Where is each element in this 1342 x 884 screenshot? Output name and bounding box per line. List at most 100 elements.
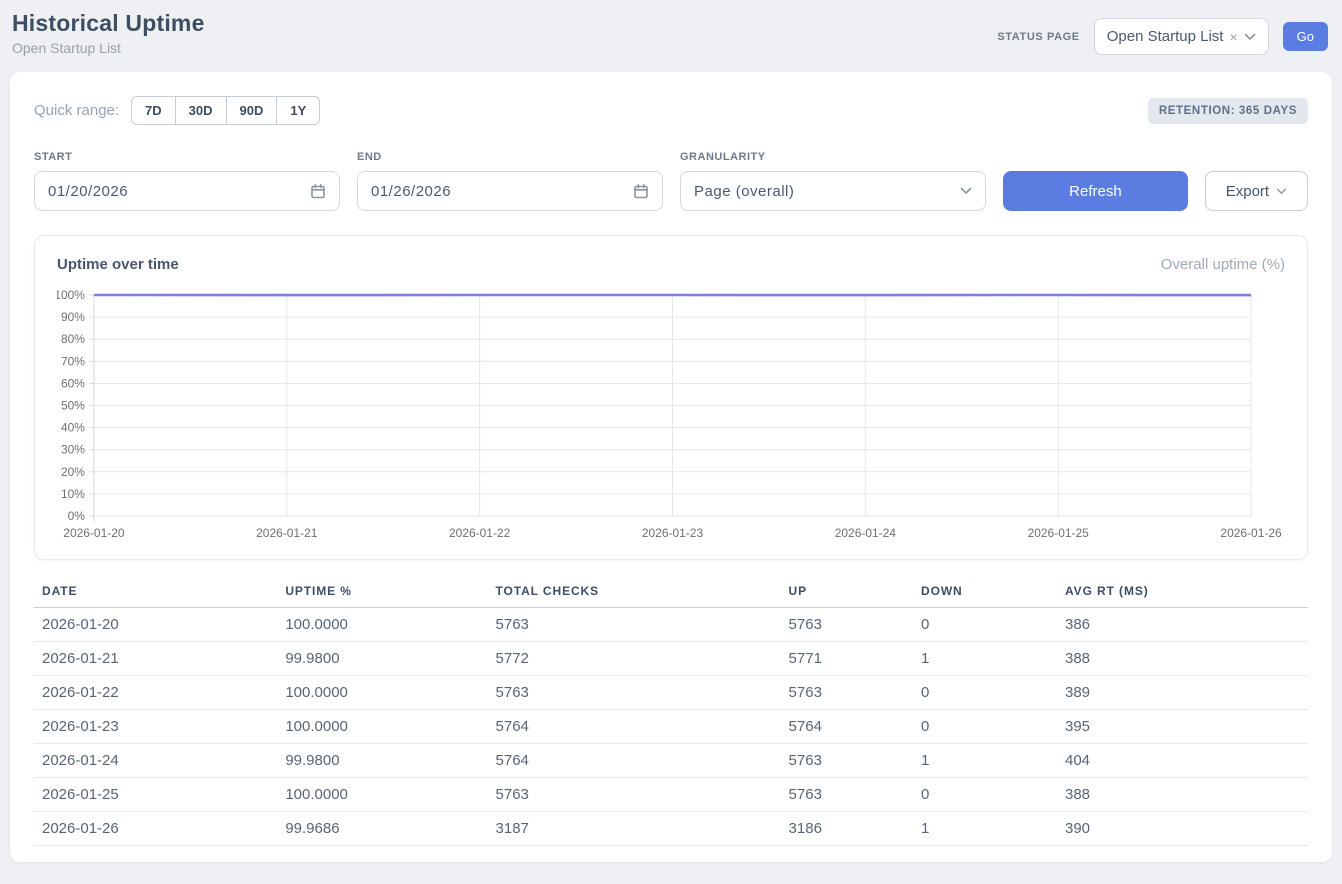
granularity-field: GRANULARITY Page (overall) [680, 151, 986, 211]
table-row: 2026-01-23100.0000576457640395 [34, 710, 1308, 744]
end-date-value: 01/26/2026 [371, 183, 451, 200]
table-row: 2026-01-20100.0000576357630386 [34, 608, 1308, 642]
calendar-icon[interactable] [310, 183, 326, 199]
table-cell: 1 [913, 744, 1057, 778]
granularity-selected-value: Page (overall) [694, 183, 794, 200]
y-tick-label: 40% [61, 421, 85, 435]
table-cell: 1 [913, 812, 1057, 846]
table-cell: 5772 [488, 642, 781, 676]
table-cell: 5764 [781, 710, 913, 744]
quick-range-label: Quick range: [34, 102, 119, 119]
y-tick-label: 30% [61, 443, 85, 457]
chevron-down-icon [1244, 33, 1256, 41]
column-header: TOTAL CHECKS [488, 574, 781, 608]
go-button[interactable]: Go [1283, 22, 1328, 51]
table-cell: 2026-01-26 [34, 812, 277, 846]
column-header: DOWN [913, 574, 1057, 608]
table-cell: 389 [1057, 676, 1308, 710]
table-cell: 2026-01-22 [34, 676, 277, 710]
table-cell: 99.9800 [277, 642, 487, 676]
y-tick-label: 0% [68, 509, 86, 523]
chart-title: Uptime over time [57, 256, 179, 273]
table-cell: 5764 [488, 710, 781, 744]
chart-legend: Overall uptime (%) [1161, 256, 1285, 273]
table-cell: 5771 [781, 642, 913, 676]
refresh-button[interactable]: Refresh [1003, 171, 1188, 211]
table-cell: 3187 [488, 812, 781, 846]
granularity-select[interactable]: Page (overall) [680, 171, 986, 211]
y-tick-label: 60% [61, 376, 85, 390]
table-cell: 3186 [781, 812, 913, 846]
table-cell: 2026-01-20 [34, 608, 277, 642]
quick-range-button-1y[interactable]: 1Y [276, 96, 320, 125]
filters-row: START 01/20/2026 END 01/26/2026 GRANULAR… [34, 151, 1308, 211]
end-label: END [357, 151, 663, 163]
uptime-table: DATEUPTIME %TOTAL CHECKSUPDOWNAVG RT (MS… [34, 574, 1308, 846]
calendar-icon[interactable] [633, 183, 649, 199]
x-tick-label: 2026-01-24 [835, 526, 897, 540]
table-cell: 2026-01-24 [34, 744, 277, 778]
quick-range-button-30d[interactable]: 30D [175, 96, 227, 125]
start-date-value: 01/20/2026 [48, 183, 128, 200]
table-cell: 100.0000 [277, 608, 487, 642]
export-button-label: Export [1226, 183, 1269, 200]
end-date-field: END 01/26/2026 [357, 151, 663, 211]
chart-header: Uptime over time Overall uptime (%) [57, 256, 1285, 273]
table-cell: 5763 [781, 744, 913, 778]
table-cell: 99.9686 [277, 812, 487, 846]
table-cell: 99.9800 [277, 744, 487, 778]
x-tick-label: 2026-01-23 [642, 526, 704, 540]
table-cell: 0 [913, 676, 1057, 710]
table-cell: 5763 [488, 676, 781, 710]
status-page-controls: STATUS PAGE Open Startup List × Go [997, 18, 1328, 55]
column-header: UP [781, 574, 913, 608]
status-page-selected-value: Open Startup List [1107, 28, 1224, 45]
start-date-input[interactable]: 01/20/2026 [34, 171, 340, 211]
end-date-input[interactable]: 01/26/2026 [357, 171, 663, 211]
table-cell: 404 [1057, 744, 1308, 778]
export-button[interactable]: Export [1205, 171, 1308, 211]
table-row: 2026-01-25100.0000576357630388 [34, 778, 1308, 812]
table-cell: 395 [1057, 710, 1308, 744]
column-header: DATE [34, 574, 277, 608]
y-tick-label: 80% [61, 332, 85, 346]
column-header: AVG RT (MS) [1057, 574, 1308, 608]
table-cell: 2026-01-25 [34, 778, 277, 812]
table-row: 2026-01-22100.0000576357630389 [34, 676, 1308, 710]
status-page-label: STATUS PAGE [997, 31, 1079, 43]
uptime-line-chart: 0%10%20%30%40%50%60%70%80%90%100%2026-01… [57, 287, 1285, 545]
chevron-down-icon [1276, 188, 1287, 195]
y-tick-label: 100% [57, 288, 85, 302]
uptime-chart-card: Uptime over time Overall uptime (%) 0% 10… [34, 235, 1308, 560]
table-cell: 5763 [781, 676, 913, 710]
main-panel: Quick range: 7D30D90D1Y RETENTION: 365 D… [10, 72, 1332, 862]
quick-range-button-7d[interactable]: 7D [131, 96, 176, 125]
table-cell: 1 [913, 642, 1057, 676]
table-cell: 5763 [781, 608, 913, 642]
y-tick-label: 50% [61, 398, 85, 412]
chevron-down-icon [960, 187, 972, 195]
table-cell: 100.0000 [277, 676, 487, 710]
clear-selection-icon[interactable]: × [1229, 30, 1237, 44]
table-row: 2026-01-2699.9686318731861390 [34, 812, 1308, 846]
table-cell: 0 [913, 608, 1057, 642]
table-cell: 388 [1057, 642, 1308, 676]
title-block: Historical Uptime Open Startup List [12, 10, 205, 56]
quick-range-button-90d[interactable]: 90D [226, 96, 278, 125]
table-row: 2026-01-2499.9800576457631404 [34, 744, 1308, 778]
table-cell: 2026-01-21 [34, 642, 277, 676]
table-cell: 386 [1057, 608, 1308, 642]
page-header: Historical Uptime Open Startup List STAT… [0, 0, 1342, 72]
y-tick-label: 20% [61, 465, 85, 479]
x-tick-label: 2026-01-22 [449, 526, 511, 540]
table-header-row: DATEUPTIME %TOTAL CHECKSUPDOWNAVG RT (MS… [34, 574, 1308, 608]
column-header: UPTIME % [277, 574, 487, 608]
status-page-select[interactable]: Open Startup List × [1094, 18, 1269, 55]
table-cell: 0 [913, 778, 1057, 812]
start-label: START [34, 151, 340, 163]
granularity-label: GRANULARITY [680, 151, 986, 163]
y-tick-label: 70% [61, 354, 85, 368]
table-cell: 5763 [488, 608, 781, 642]
x-tick-label: 2026-01-25 [1028, 526, 1090, 540]
table-cell: 5763 [488, 778, 781, 812]
